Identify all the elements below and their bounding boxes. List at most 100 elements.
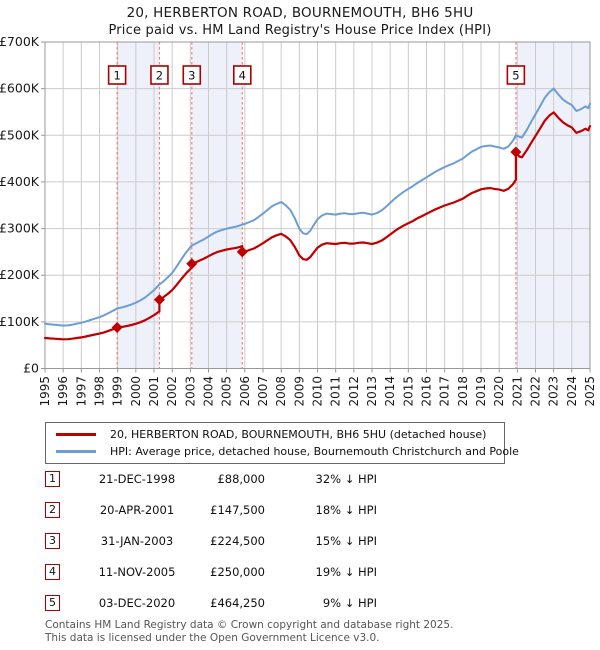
sale-row-number: 2 xyxy=(45,502,60,518)
ownership-band xyxy=(515,42,590,369)
x-axis-label: 2008 xyxy=(274,376,288,407)
ownership-band xyxy=(191,42,243,369)
sale-vs-hpi: 15% ↓ HPI xyxy=(315,534,377,548)
x-axis-label: 2009 xyxy=(292,376,306,407)
x-axis-label: 2001 xyxy=(147,376,161,407)
x-axis-label: 2023 xyxy=(547,376,561,407)
axis-labels-layer: £0 £100K £200K £300K £400K £500K £600K £700K 199… xyxy=(0,34,597,407)
sale-markers-layer: 1 2 3 4 5 xyxy=(107,65,526,333)
x-axis-label: 2002 xyxy=(165,376,179,407)
x-axis-label: 2024 xyxy=(565,376,579,407)
x-axis-label: 1996 xyxy=(56,376,70,407)
sale-date: 20-APR-2001 xyxy=(99,503,175,517)
sale-row: 3 31-JAN-2003 £224,500 15% ↓ HPI xyxy=(45,533,390,551)
legend-label-property: 20, HERBERTON ROAD, BOURNEMOUTH, BH6 5HU… xyxy=(110,428,487,441)
page-subtitle: Price paid vs. HM Land Registry's House … xyxy=(108,23,492,38)
x-axis-label: 2004 xyxy=(202,376,216,407)
sale-row: 4 11-NOV-2005 £250,000 19% ↓ HPI xyxy=(45,564,390,582)
sale-date: 21-DEC-1998 xyxy=(98,472,176,486)
license-footer: Contains HM Land Registry data © Crown c… xyxy=(45,619,453,644)
sale-number-box xyxy=(107,65,127,85)
sale-number-label: 2 xyxy=(156,69,163,83)
x-axis-label: 2013 xyxy=(365,376,379,407)
sale-number-label: 4 xyxy=(239,69,246,83)
sale-point-diamond xyxy=(510,146,522,158)
sale-point-diamond xyxy=(153,294,165,306)
sale-vs-hpi: 32% ↓ HPI xyxy=(315,472,377,486)
price-history-chart: 1 2 3 4 5 £0 £100K £200K £300K £400K £500K £600K £7… xyxy=(0,34,597,407)
sale-price: £88,000 xyxy=(217,472,265,486)
gridline-layer xyxy=(41,41,591,373)
ownership-shading-layer xyxy=(117,42,590,369)
x-axis-label: 1999 xyxy=(111,376,125,407)
sale-row-number: 5 xyxy=(45,595,60,611)
ownership-band xyxy=(117,42,160,369)
sale-row-number: 4 xyxy=(45,564,60,580)
sale-date: 03-DEC-2020 xyxy=(98,596,176,610)
sale-number-label: 5 xyxy=(512,69,519,83)
sale-point-diamond xyxy=(111,321,123,333)
sale-date: 11-NOV-2005 xyxy=(98,565,176,579)
sale-number-box xyxy=(506,65,526,85)
legend-row-property: 20, HERBERTON ROAD, BOURNEMOUTH, BH6 5HU… xyxy=(56,426,500,443)
x-axis-label: 2020 xyxy=(492,376,506,407)
x-axis-label: 2021 xyxy=(510,376,524,407)
x-axis-label: 2017 xyxy=(438,376,452,407)
sales-table: 1 21-DEC-1998 £88,000 32% ↓ HPI 2 20-APR-2001… xyxy=(45,471,390,626)
footer-line1: Contains HM Land Registry data © Crown c… xyxy=(45,619,454,631)
y-axis-label: £300K xyxy=(0,221,40,236)
y-axis-label: £500K xyxy=(0,127,40,142)
hpi-line xyxy=(44,87,591,327)
sale-row-number: 1 xyxy=(45,471,60,487)
x-axis-label: 2025 xyxy=(583,376,597,407)
sale-point-diamond xyxy=(236,246,248,258)
y-axis-label: £0 xyxy=(23,361,39,376)
y-axis-label: £100K xyxy=(0,314,40,329)
x-axis-label: 2006 xyxy=(238,376,252,407)
sale-number-box xyxy=(150,65,169,85)
x-axis-label: 2010 xyxy=(311,376,325,407)
footer-line2: This data is licensed under the Open Gov… xyxy=(45,631,380,644)
sale-row-number: 3 xyxy=(45,533,60,549)
sale-date: 31-JAN-2003 xyxy=(100,534,174,548)
sale-row: 5 03-DEC-2020 £464,250 9% ↓ HPI xyxy=(45,595,390,613)
chart-legend: 20, HERBERTON ROAD, BOURNEMOUTH, BH6 5HU… xyxy=(45,422,519,464)
x-axis-label: 2018 xyxy=(456,376,470,407)
x-axis-label: 2011 xyxy=(329,376,343,407)
x-axis-label: 2015 xyxy=(401,376,415,407)
x-axis-label: 2003 xyxy=(183,376,197,407)
series-lines-layer xyxy=(43,87,592,341)
sale-vs-hpi: 9% ↓ HPI xyxy=(322,596,377,610)
property-line-swatch xyxy=(56,433,96,436)
x-axis-label: 2012 xyxy=(347,376,361,407)
sale-vs-hpi: 18% ↓ HPI xyxy=(315,503,377,517)
legend-label-hpi: HPI: Average price, detached house, Bour… xyxy=(110,445,519,458)
x-axis-label: 2022 xyxy=(529,376,543,407)
sale-number-label: 1 xyxy=(113,69,120,83)
y-axis-label: £400K xyxy=(0,174,40,189)
x-axis-label: 2016 xyxy=(420,376,434,407)
x-axis-label: 1997 xyxy=(74,376,88,407)
x-axis-label: 1995 xyxy=(38,376,52,407)
legend-row-hpi: HPI: Average price, detached house, Bour… xyxy=(56,443,519,460)
x-axis-label: 2000 xyxy=(129,376,143,407)
sale-number-label: 3 xyxy=(188,69,195,83)
sale-row: 2 20-APR-2001 £147,500 18% ↓ HPI xyxy=(45,502,390,520)
hpi-line-swatch xyxy=(56,450,96,453)
sale-row: 1 21-DEC-1998 £88,000 32% ↓ HPI xyxy=(45,471,390,489)
x-axis-label: 2005 xyxy=(220,376,234,407)
y-axis-label: £200K xyxy=(0,267,40,282)
x-axis-label: 2019 xyxy=(474,376,488,407)
x-axis-label: 2007 xyxy=(256,376,270,407)
sale-price: £464,250 xyxy=(210,596,265,610)
sale-point-diamond xyxy=(186,258,198,270)
sale-price: £250,000 xyxy=(210,565,265,579)
sale-vs-hpi: 19% ↓ HPI xyxy=(315,565,377,579)
sale-number-box xyxy=(182,65,202,85)
y-axis-label: £700K xyxy=(0,34,40,49)
y-axis-label: £600K xyxy=(0,81,40,96)
x-axis-label: 2014 xyxy=(383,376,397,407)
sale-date-dashed-lines xyxy=(116,42,517,369)
property-price-line xyxy=(43,111,592,341)
sale-price: £147,500 xyxy=(210,503,265,517)
